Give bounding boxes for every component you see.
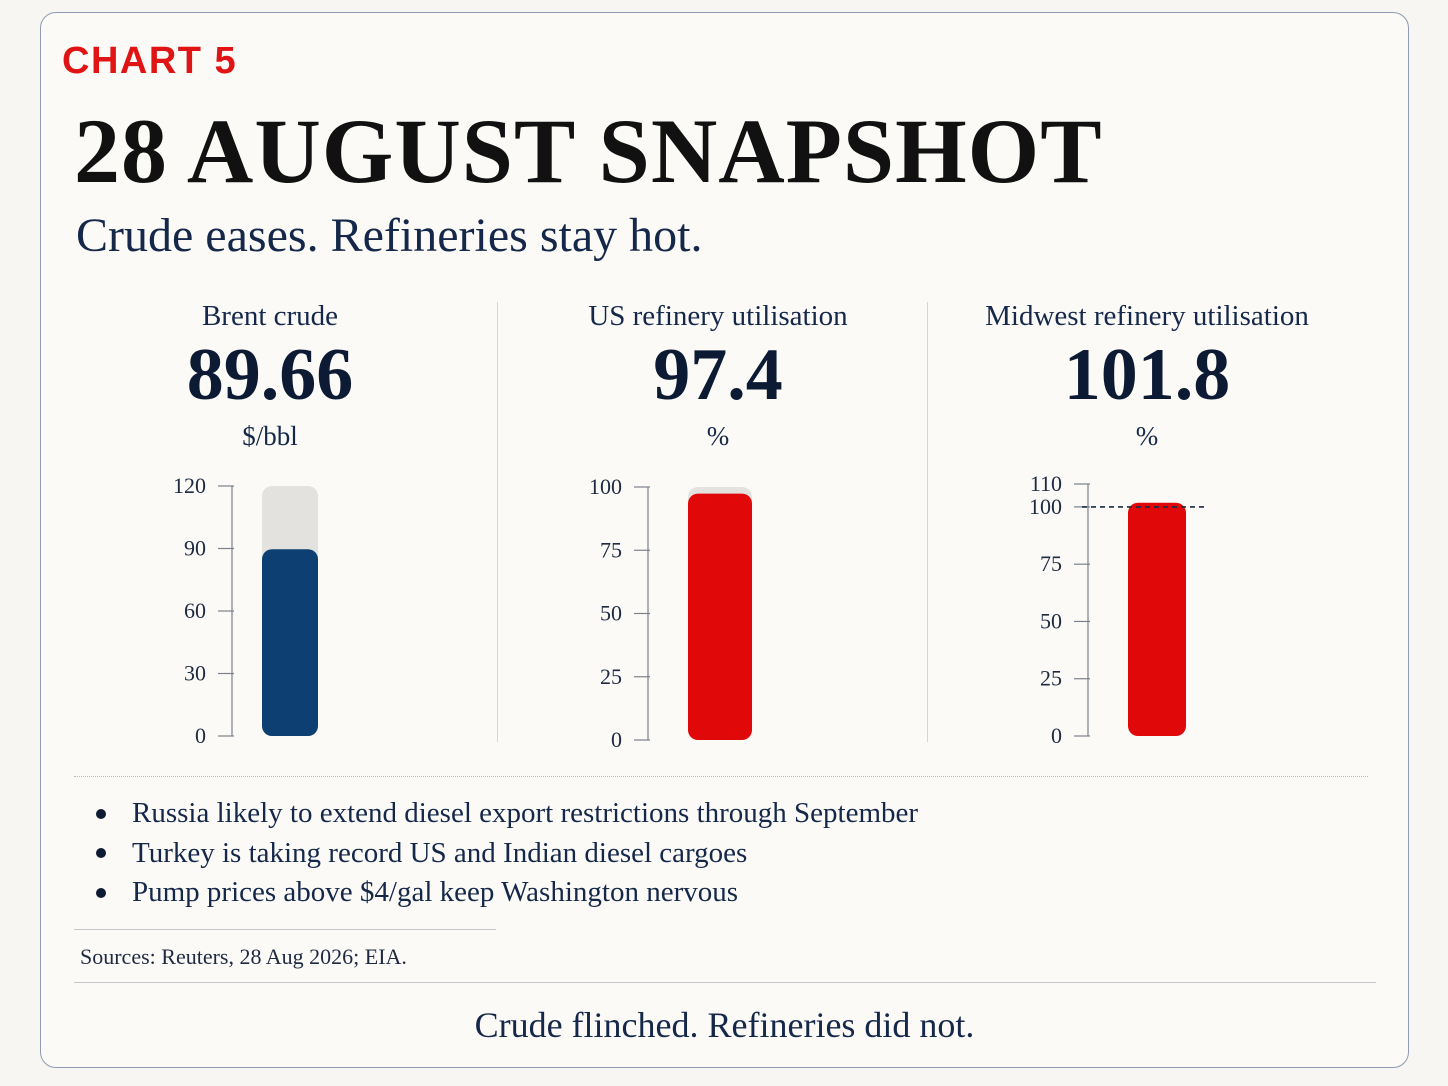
- chart-title: 28 AUGUST SNAPSHOT: [74, 100, 1103, 202]
- panel-us-refinery: US refinery utilisation 97.4 %: [508, 300, 928, 452]
- bullet-icon: [96, 848, 106, 859]
- panel-title: Brent crude: [201, 300, 339, 332]
- panel-divider: [497, 302, 498, 742]
- bullet-item: Russia likely to extend diesel export re…: [92, 794, 918, 834]
- bullet-icon: [96, 808, 106, 819]
- panel-title: Midwest refinery utilisation: [985, 300, 1309, 332]
- panel-value: 89.66: [186, 334, 354, 416]
- chart-subtitle: Crude eases. Refineries stay hot.: [76, 209, 703, 262]
- bullet-text: Turkey is taking record US and Indian di…: [132, 836, 748, 869]
- bullet-text: Pump prices above $4/gal keep Washington…: [132, 876, 739, 908]
- panel-brent: Brent crude 89.66 $/bbl: [60, 300, 480, 452]
- panel-value: 97.4: [653, 334, 783, 416]
- panel-divider: [927, 302, 928, 742]
- sources-note: Sources: Reuters, 28 Aug 2026; EIA.: [80, 944, 407, 969]
- sources-rule: [74, 929, 496, 930]
- bullet-text: Russia likely to extend diesel export re…: [132, 797, 919, 829]
- footer-caption: Crude flinched. Refineries did not.: [474, 1005, 975, 1045]
- panel-title: US refinery utilisation: [588, 300, 848, 332]
- bullet-list: Russia likely to extend diesel export re…: [92, 794, 918, 913]
- panel-midwest-refinery: Midwest refinery utilisation 101.8 %: [937, 300, 1357, 452]
- panel-unit: $/bbl: [242, 420, 298, 451]
- bullet-icon: [96, 887, 106, 898]
- bullet-item: Pump prices above $4/gal keep Washington…: [92, 873, 918, 913]
- panel-unit: %: [1135, 420, 1159, 451]
- panel-unit: %: [706, 420, 730, 451]
- bullet-item: Turkey is taking record US and Indian di…: [92, 834, 918, 874]
- footer-rule: [74, 982, 1376, 983]
- panel-value: 101.8: [1063, 334, 1231, 416]
- chart-label: CHART 5: [62, 40, 238, 82]
- section-divider: [74, 776, 1368, 777]
